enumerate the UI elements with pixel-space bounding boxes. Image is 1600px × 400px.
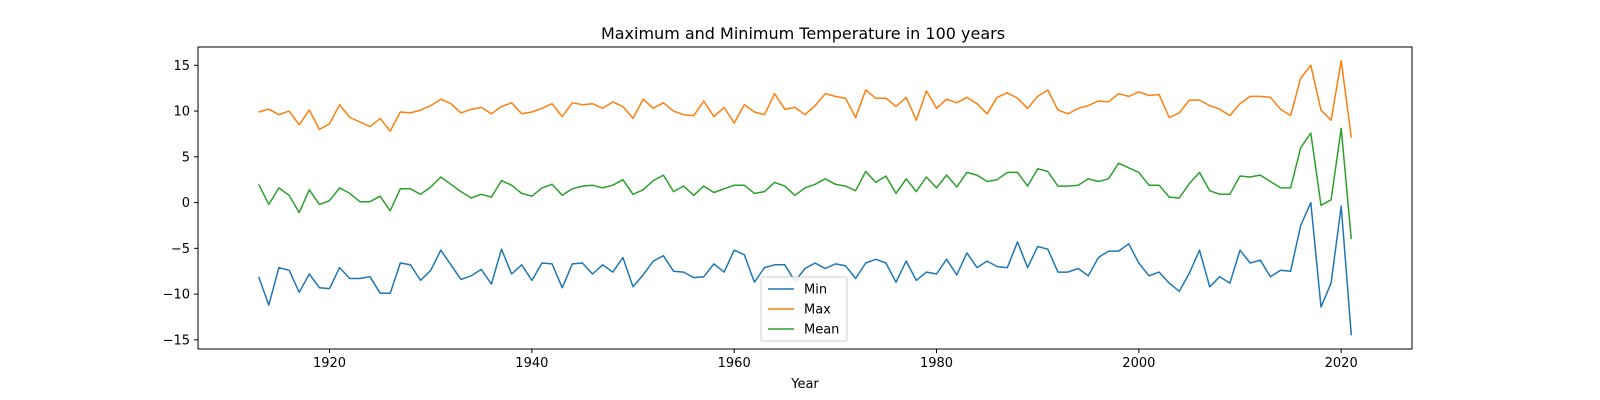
x-tick-label: 2020 (1325, 356, 1358, 371)
legend: Min Max Mean (760, 276, 848, 342)
series-line-mean (258, 127, 1353, 240)
y-tick-label: 0 (182, 196, 190, 211)
x-tick-label: 2000 (1122, 356, 1155, 371)
y-tick-label: 15 (173, 59, 190, 74)
legend-label-max: Max (804, 303, 831, 318)
y-tick-label: 10 (173, 105, 190, 120)
x-axis: 1920 1940 1960 1980 2000 2020 (313, 349, 1358, 371)
legend-label-min: Min (804, 283, 827, 298)
y-tick-label: 5 (182, 150, 190, 165)
x-tick-label: 1940 (515, 356, 548, 371)
x-tick-label: 1960 (718, 356, 751, 371)
y-tick-label: −15 (163, 333, 190, 348)
plot-area-frame (197, 46, 1413, 350)
plot-lines (257, 59, 1353, 336)
legend-box (760, 276, 848, 342)
y-tick-label: −10 (163, 288, 190, 303)
x-tick-label: 1980 (920, 356, 953, 371)
legend-label-mean: Mean (804, 323, 839, 338)
x-axis-label: Year (790, 377, 819, 392)
y-axis: −15 −10 −5 0 5 10 15 (163, 59, 198, 348)
series-line-min (257, 201, 1353, 336)
x-tick-label: 1920 (313, 356, 346, 371)
chart-title: Maximum and Minimum Temperature in 100 y… (601, 24, 1005, 43)
y-tick-label: −5 (171, 242, 190, 257)
series-line-max (258, 59, 1353, 138)
